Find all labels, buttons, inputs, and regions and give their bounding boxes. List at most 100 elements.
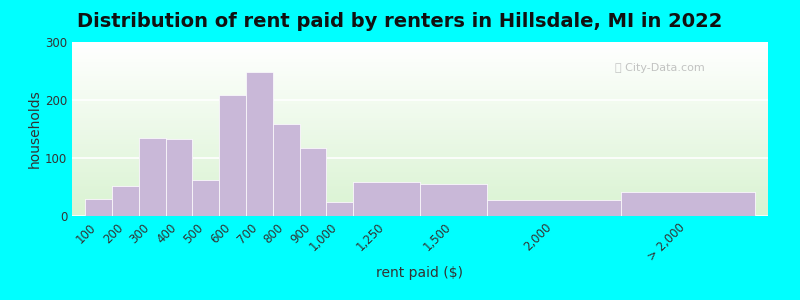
Bar — [72, 61, 768, 63]
Bar — [621, 192, 754, 216]
Bar — [72, 72, 768, 73]
Bar — [72, 73, 768, 75]
Bar — [72, 212, 768, 214]
Bar — [72, 99, 768, 101]
Bar — [72, 101, 768, 103]
Bar — [72, 150, 768, 152]
Bar — [72, 136, 768, 138]
Bar — [112, 186, 139, 216]
Bar — [72, 141, 768, 143]
Bar — [72, 108, 768, 110]
Bar — [299, 148, 326, 216]
Bar — [72, 115, 768, 117]
Bar — [72, 179, 768, 181]
Bar — [72, 49, 768, 51]
Bar — [420, 184, 487, 216]
Bar — [621, 192, 754, 216]
Bar — [72, 110, 768, 112]
Bar — [72, 84, 768, 85]
Bar — [72, 148, 768, 150]
Bar — [72, 145, 768, 146]
Bar — [353, 182, 420, 216]
Bar — [72, 56, 768, 58]
Bar — [72, 211, 768, 212]
Bar — [72, 146, 768, 148]
Bar — [72, 120, 768, 122]
Bar — [246, 72, 273, 216]
Bar — [72, 98, 768, 99]
Bar — [72, 52, 768, 54]
Bar — [273, 124, 299, 216]
Bar — [72, 204, 768, 206]
Bar — [72, 197, 768, 199]
Bar — [72, 87, 768, 89]
Bar — [72, 106, 768, 108]
Bar — [72, 54, 768, 56]
Text: Distribution of rent paid by renters in Hillsdale, MI in 2022: Distribution of rent paid by renters in … — [78, 12, 722, 31]
Bar — [72, 153, 768, 155]
Bar — [166, 140, 193, 216]
Text: 🔵 City-Data.com: 🔵 City-Data.com — [615, 63, 705, 73]
Bar — [72, 183, 768, 185]
Bar — [72, 103, 768, 105]
Bar — [72, 80, 768, 82]
Bar — [139, 138, 166, 216]
Bar — [72, 134, 768, 136]
Bar — [72, 77, 768, 79]
Bar — [72, 192, 768, 194]
Bar — [219, 95, 246, 216]
Bar — [72, 162, 768, 164]
Bar — [72, 51, 768, 52]
Bar — [299, 148, 326, 216]
Bar — [72, 214, 768, 216]
Bar — [72, 190, 768, 192]
Bar — [72, 195, 768, 197]
Bar — [72, 178, 768, 179]
Bar — [72, 125, 768, 127]
Bar — [487, 200, 621, 216]
Bar — [72, 117, 768, 118]
Bar — [72, 164, 768, 166]
Bar — [72, 113, 768, 115]
Bar — [273, 124, 299, 216]
Bar — [72, 186, 768, 188]
Bar — [72, 122, 768, 124]
Bar — [72, 92, 768, 94]
Bar — [72, 185, 768, 186]
Bar — [72, 176, 768, 178]
Bar — [72, 58, 768, 59]
Bar — [72, 209, 768, 211]
Bar — [72, 46, 768, 47]
Bar — [72, 138, 768, 140]
Bar — [72, 155, 768, 157]
Bar — [72, 181, 768, 183]
Bar — [72, 79, 768, 80]
Bar — [72, 167, 768, 169]
Bar — [72, 171, 768, 172]
Bar — [72, 68, 768, 70]
Bar — [72, 160, 768, 162]
Bar — [193, 180, 219, 216]
Bar — [72, 169, 768, 171]
Bar — [72, 82, 768, 84]
Bar — [246, 72, 273, 216]
Bar — [219, 95, 246, 216]
Bar — [72, 47, 768, 49]
Bar — [72, 129, 768, 131]
Bar — [72, 159, 768, 160]
Bar — [72, 194, 768, 195]
Bar — [72, 70, 768, 72]
Bar — [420, 184, 487, 216]
Bar — [72, 124, 768, 125]
Bar — [326, 202, 353, 216]
Bar — [72, 206, 768, 207]
Bar — [72, 64, 768, 66]
Bar — [326, 202, 353, 216]
Bar — [72, 172, 768, 174]
Bar — [72, 127, 768, 129]
Bar — [72, 152, 768, 153]
Bar — [193, 180, 219, 216]
Bar — [72, 200, 768, 202]
Bar — [166, 140, 193, 216]
Bar — [72, 157, 768, 159]
